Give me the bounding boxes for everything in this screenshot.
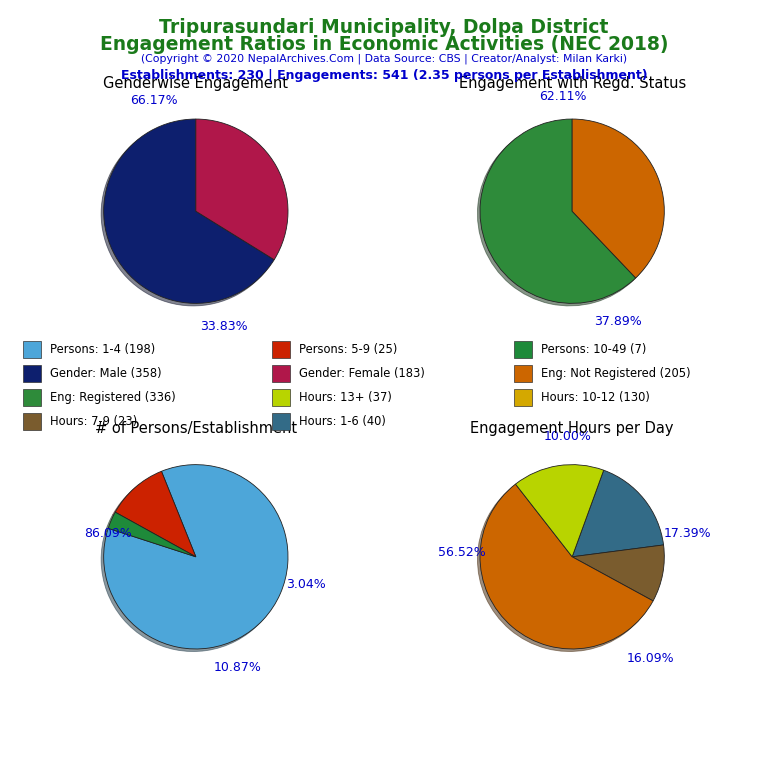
Title: Genderwise Engagement: Genderwise Engagement: [104, 76, 288, 91]
Text: Hours: 13+ (37): Hours: 13+ (37): [299, 391, 392, 404]
Bar: [23, 389, 41, 406]
Text: Gender: Female (183): Gender: Female (183): [299, 367, 425, 380]
Wedge shape: [108, 512, 196, 557]
Wedge shape: [572, 545, 664, 601]
Text: 37.89%: 37.89%: [594, 316, 642, 328]
Bar: [23, 413, 41, 430]
Text: Engagement Ratios in Economic Activities (NEC 2018): Engagement Ratios in Economic Activities…: [100, 35, 668, 54]
Bar: [514, 341, 532, 358]
Text: Eng: Registered (336): Eng: Registered (336): [50, 391, 176, 404]
Wedge shape: [515, 465, 604, 557]
Text: 10.00%: 10.00%: [544, 431, 591, 443]
Wedge shape: [480, 119, 636, 303]
Text: (Copyright © 2020 NepalArchives.Com | Data Source: CBS | Creator/Analyst: Milan : (Copyright © 2020 NepalArchives.Com | Da…: [141, 54, 627, 65]
Title: # of Persons/Establishment: # of Persons/Establishment: [94, 422, 297, 436]
Text: Persons: 1-4 (198): Persons: 1-4 (198): [50, 343, 155, 356]
Text: Hours: 10-12 (130): Hours: 10-12 (130): [541, 391, 650, 404]
Wedge shape: [115, 472, 196, 557]
Wedge shape: [196, 119, 288, 260]
Bar: [514, 389, 532, 406]
Bar: [514, 365, 532, 382]
Text: 17.39%: 17.39%: [664, 528, 711, 540]
Bar: [23, 365, 41, 382]
Text: Hours: 7-9 (23): Hours: 7-9 (23): [50, 415, 137, 428]
Bar: [23, 341, 41, 358]
Bar: [272, 341, 290, 358]
Text: Persons: 5-9 (25): Persons: 5-9 (25): [299, 343, 397, 356]
Wedge shape: [480, 484, 653, 649]
Text: 86.09%: 86.09%: [84, 528, 132, 540]
Text: 33.83%: 33.83%: [200, 320, 247, 333]
Text: 16.09%: 16.09%: [627, 652, 674, 664]
Title: Engagement with Regd. Status: Engagement with Regd. Status: [458, 76, 686, 91]
Text: Establishments: 230 | Engagements: 541 (2.35 persons per Establishment): Establishments: 230 | Engagements: 541 (…: [121, 69, 647, 82]
Wedge shape: [104, 119, 274, 303]
Bar: [272, 413, 290, 430]
Title: Engagement Hours per Day: Engagement Hours per Day: [471, 422, 674, 436]
Wedge shape: [572, 470, 664, 557]
Text: 66.17%: 66.17%: [131, 94, 178, 107]
Text: Hours: 1-6 (40): Hours: 1-6 (40): [299, 415, 386, 428]
Text: Tripurasundari Municipality, Dolpa District: Tripurasundari Municipality, Dolpa Distr…: [159, 18, 609, 37]
Text: Persons: 10-49 (7): Persons: 10-49 (7): [541, 343, 646, 356]
Text: Gender: Male (358): Gender: Male (358): [50, 367, 161, 380]
Text: 62.11%: 62.11%: [539, 90, 587, 102]
Text: 3.04%: 3.04%: [286, 578, 326, 591]
Text: Eng: Not Registered (205): Eng: Not Registered (205): [541, 367, 690, 380]
Text: 56.52%: 56.52%: [438, 546, 485, 558]
Bar: [272, 389, 290, 406]
Text: 10.87%: 10.87%: [214, 661, 261, 674]
Wedge shape: [572, 119, 664, 278]
Bar: [272, 365, 290, 382]
Wedge shape: [104, 465, 288, 649]
